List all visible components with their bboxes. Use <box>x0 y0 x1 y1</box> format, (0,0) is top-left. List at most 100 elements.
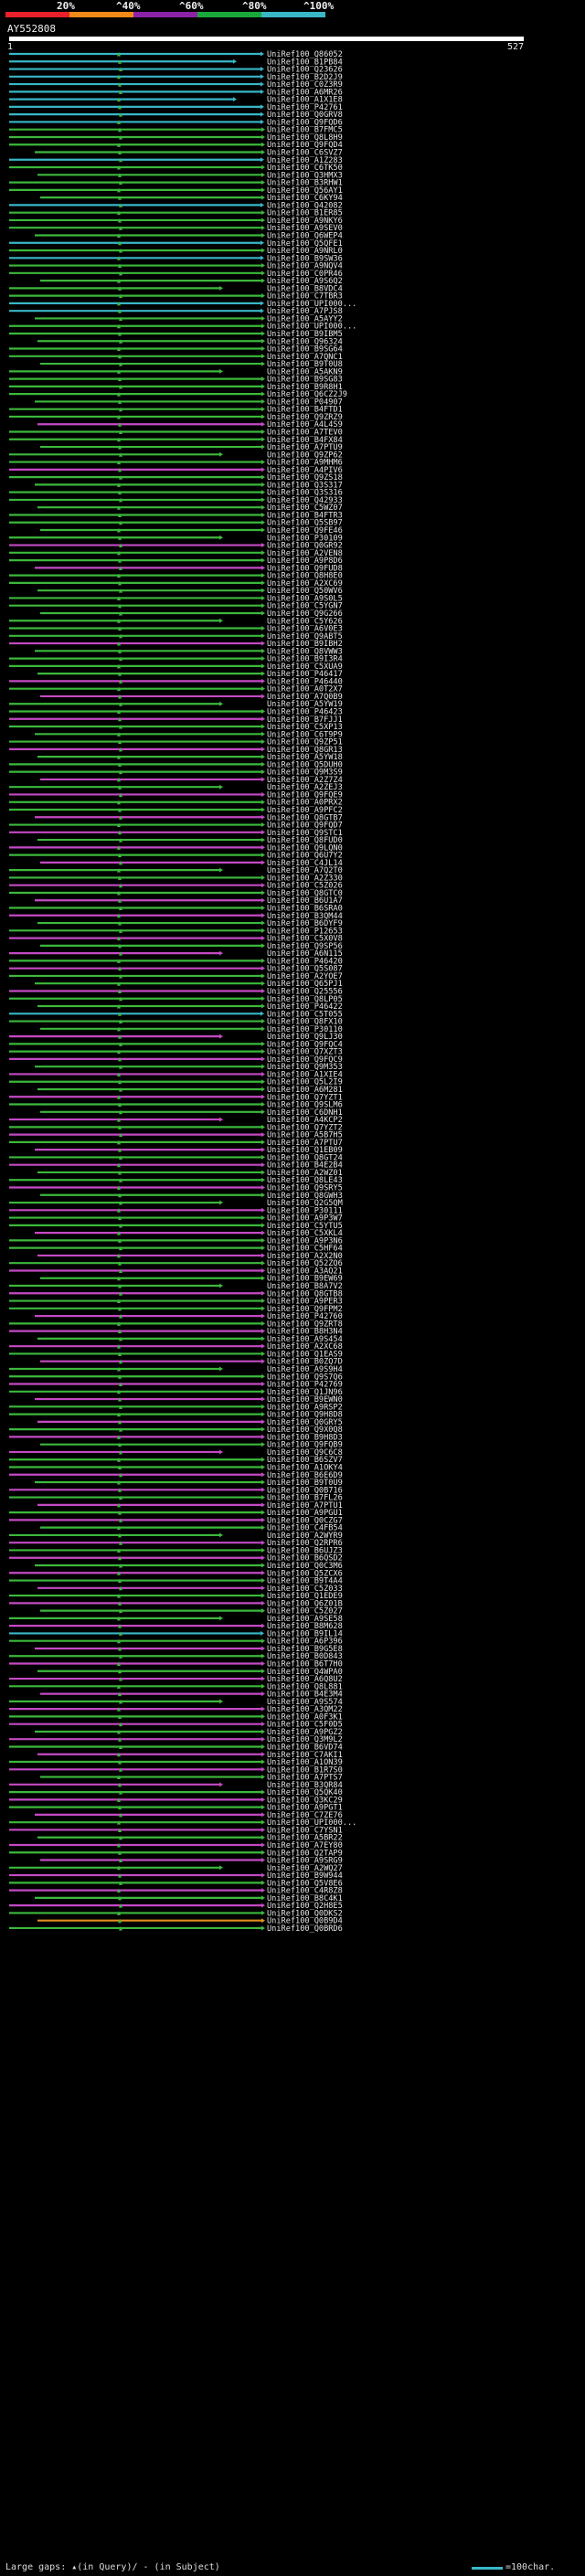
hit-label[interactable]: UniRef100_Q8GTC0 <box>267 889 343 898</box>
hit-row[interactable]: UniRef100_C7YSN1 <box>9 1826 343 1835</box>
hit-label[interactable]: UniRef100_Q25556 <box>267 987 343 996</box>
hit-label[interactable]: UniRef100_A9PGZ2 <box>267 1728 343 1737</box>
hit-row[interactable]: UniRef100_Q42933 <box>9 496 343 505</box>
hit-row[interactable]: UniRef100_C4R8Z8 <box>9 1887 343 1896</box>
hit-label[interactable]: UniRef100_Q7XZT3 <box>267 1048 343 1057</box>
hit-label[interactable]: UniRef100_Q9SRY5 <box>267 1184 343 1193</box>
hit-row[interactable]: UniRef100_B7FJJ1 <box>9 716 343 725</box>
hit-label[interactable]: UniRef100_Q5V8E6 <box>267 1879 343 1888</box>
hit-label[interactable]: UniRef100_B6UJZ3 <box>267 1546 343 1555</box>
hit-row[interactable]: UniRef100_A6MR26 <box>9 88 343 97</box>
hit-row[interactable]: UniRef100_A1Z283 <box>9 156 343 165</box>
hit-label[interactable]: UniRef100_Q9FE46 <box>267 526 343 535</box>
hit-row[interactable]: UniRef100_C7AKI1 <box>37 1751 343 1760</box>
hit-label[interactable]: UniRef100_A9P8D6 <box>267 557 343 566</box>
hit-row[interactable]: UniRef100_A4KCP2 <box>9 1116 343 1125</box>
hit-row[interactable]: UniRef100_A7QNC1 <box>9 353 343 362</box>
hit-row[interactable]: UniRef100_C7TBR3 <box>9 292 343 302</box>
hit-row[interactable]: UniRef100_B8VDC4 <box>9 284 343 293</box>
hit-row[interactable]: UniRef100_Q2RPR6 <box>9 1539 343 1548</box>
hit-row[interactable]: UniRef100_A9PFC2 <box>9 806 343 815</box>
hit-label[interactable]: UniRef100_Q52ZQ6 <box>267 1259 343 1268</box>
hit-label[interactable]: UniRef100_Q0DKS2 <box>267 1909 343 1918</box>
hit-label[interactable]: UniRef100_C5T055 <box>267 1010 343 1019</box>
hit-label[interactable]: UniRef100_Q2TAP9 <box>267 1849 343 1858</box>
hit-row[interactable]: UniRef100_B9T0U8 <box>40 360 343 369</box>
hit-row[interactable]: UniRef100_B7FMC5 <box>9 126 343 135</box>
hit-label[interactable]: UniRef100_A1ON39 <box>267 1758 343 1767</box>
hit-label[interactable]: UniRef100_A9P3W7 <box>267 1214 343 1224</box>
hit-row[interactable]: UniRef100_B2D2J9 <box>9 73 343 82</box>
hit-label[interactable]: UniRef100_B8M628 <box>267 1622 343 1631</box>
hit-label[interactable]: UniRef100_A5YW19 <box>267 700 343 709</box>
hit-row[interactable]: UniRef100_A9PGZ2 <box>35 1728 343 1737</box>
hit-row[interactable]: UniRef100_P30109 <box>9 534 343 543</box>
hit-row[interactable]: UniRef100_Q0DKS2 <box>9 1909 343 1918</box>
hit-row[interactable]: UniRef100_A9S0L5 <box>9 594 343 603</box>
hit-label[interactable]: UniRef100_A9NQV4 <box>267 262 343 271</box>
hit-label[interactable]: UniRef100_C0PR46 <box>267 270 343 279</box>
hit-label[interactable]: UniRef100_C6T9P9 <box>267 730 343 739</box>
hit-row[interactable]: UniRef100_A1X1E8 <box>9 96 343 105</box>
hit-label[interactable]: UniRef100_Q3KC29 <box>267 1796 343 1805</box>
hit-row[interactable]: UniRef100_P30111 <box>9 1206 343 1215</box>
hit-row[interactable]: UniRef100_B9EWN0 <box>35 1395 343 1405</box>
hit-label[interactable]: UniRef100_A9SRG9 <box>267 1857 343 1866</box>
hit-row[interactable]: UniRef100_Q9M353 <box>35 1063 343 1072</box>
hit-label[interactable]: UniRef100_P30110 <box>267 1025 343 1034</box>
hit-row[interactable]: UniRef100_C5YGN7 <box>9 602 343 611</box>
hit-label[interactable]: UniRef100_P46423 <box>267 707 343 716</box>
hit-row[interactable]: UniRef100_B9IBM5 <box>9 330 343 339</box>
hit-row[interactable]: UniRef100_A7PTU1 <box>37 1501 343 1511</box>
hit-row[interactable]: UniRef100_Q8GTB8 <box>9 1289 343 1299</box>
hit-row[interactable]: UniRef100_A2WZ01 <box>37 1169 343 1178</box>
hit-label[interactable]: UniRef100_Q8GT24 <box>267 1153 343 1162</box>
hit-row[interactable]: UniRef100_A9NKY6 <box>9 217 343 226</box>
hit-row[interactable]: UniRef100_Q65PJ1 <box>35 980 343 989</box>
hit-label[interactable]: UniRef100_A1X1E8 <box>267 96 343 105</box>
hit-row[interactable]: UniRef100_Q9ZRZ9 <box>9 413 343 422</box>
hit-row[interactable]: UniRef100_A7EY80 <box>9 1841 343 1850</box>
hit-label[interactable]: UniRef100_Q8GTB8 <box>267 1289 343 1299</box>
hit-row[interactable]: UniRef100_A9P3N6 <box>9 1236 343 1246</box>
hit-label[interactable]: UniRef100_Q56AY1 <box>267 186 343 196</box>
hit-label[interactable]: UniRef100_Q3M9L2 <box>267 1735 343 1744</box>
hit-row[interactable]: UniRef100_B8C4K1 <box>35 1894 343 1903</box>
hit-label[interactable]: UniRef100_P42760 <box>267 1312 343 1321</box>
hit-label[interactable]: UniRef100_Q9H8D8 <box>267 1411 343 1420</box>
hit-row[interactable]: UniRef100_Q9FQC4 <box>9 1040 343 1049</box>
hit-row[interactable]: UniRef100_C5Z026 <box>9 882 343 891</box>
hit-row[interactable]: UniRef100_A6Q8U2 <box>9 1675 343 1684</box>
hit-label[interactable]: UniRef100_A7TEV0 <box>267 429 343 438</box>
hit-label[interactable]: UniRef100_Q9STC1 <box>267 829 343 838</box>
hit-row[interactable]: UniRef100_A9PGT1 <box>9 1804 343 1813</box>
hit-row[interactable]: UniRef100_Q1EB09 <box>35 1146 343 1155</box>
hit-row[interactable]: UniRef100_Q0CZG7 <box>9 1516 343 1525</box>
hit-row[interactable]: UniRef100_A1OKY4 <box>9 1463 343 1472</box>
hit-label[interactable]: UniRef100_B6U1A7 <box>267 896 343 906</box>
hit-row[interactable]: UniRef100_A9SEV0 <box>9 224 343 233</box>
hit-label[interactable]: UniRef100_A0PRX2 <box>267 799 343 808</box>
hit-row[interactable]: UniRef100_Q9ZRT8 <box>9 1320 343 1329</box>
hit-label[interactable]: UniRef100_C5YGN7 <box>267 602 343 611</box>
hit-row[interactable]: UniRef100_B6QSD2 <box>9 1554 343 1564</box>
hit-label[interactable]: UniRef100_B6E6D9 <box>267 1471 343 1480</box>
hit-label[interactable]: UniRef100_A6N115 <box>267 949 343 959</box>
hit-label[interactable]: UniRef100_Q8L8H9 <box>267 133 343 143</box>
hit-label[interactable]: UniRef100_C5YTU5 <box>267 1222 343 1231</box>
hit-label[interactable]: UniRef100_Q9ABT5 <box>267 632 343 641</box>
hit-label[interactable]: UniRef100_Q8LP05 <box>267 995 343 1004</box>
hit-row[interactable]: UniRef100_A2Z330 <box>9 874 343 883</box>
hit-row[interactable]: UniRef100_B4FTR3 <box>9 511 343 520</box>
hit-label[interactable]: UniRef100_A9S0L5 <box>267 594 343 603</box>
hit-row[interactable]: UniRef100_B1PB84 <box>9 58 343 67</box>
hit-row[interactable]: UniRef100_UPI000... <box>9 300 356 309</box>
hit-row[interactable]: UniRef100_C4FB54 <box>40 1524 343 1533</box>
hit-label[interactable]: UniRef100_A9P3N6 <box>267 1236 343 1246</box>
hit-row[interactable]: UniRef100_Q2TAP9 <box>9 1849 343 1858</box>
hit-label[interactable]: UniRef100_Q9FQD4 <box>267 141 343 150</box>
hit-label[interactable]: UniRef100_B3QM44 <box>267 912 343 921</box>
hit-label[interactable]: UniRef100_A2XC68 <box>267 1342 343 1352</box>
hit-row[interactable]: UniRef100_Q1EDE9 <box>9 1592 343 1601</box>
hit-row[interactable]: UniRef100_C5XP13 <box>9 723 343 732</box>
